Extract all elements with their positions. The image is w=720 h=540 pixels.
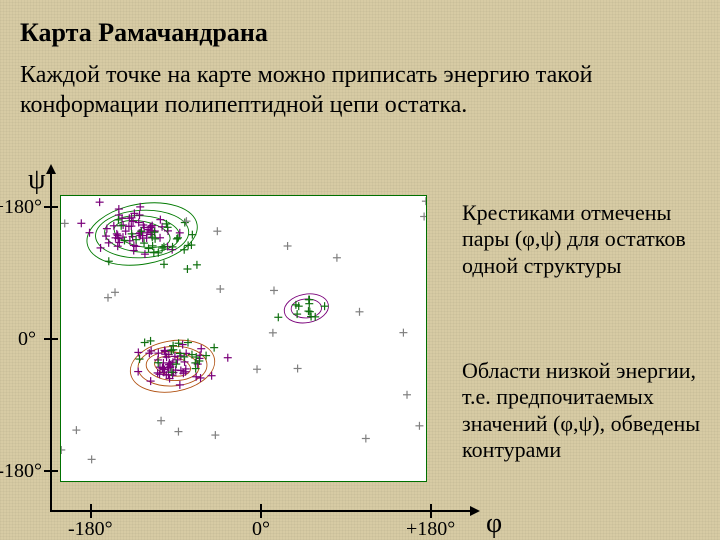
y-tick-label-top: +180° <box>0 196 42 219</box>
y-axis-arrow-icon <box>46 164 56 174</box>
scatter-svg <box>61 196 426 481</box>
y-tick-mid <box>44 338 58 340</box>
x-tick-right <box>430 504 432 518</box>
x-tick-left <box>90 504 92 518</box>
y-tick-top <box>44 206 58 208</box>
y-tick-label-bot: -180° <box>0 460 42 483</box>
y-tick-bot <box>44 470 58 472</box>
y-axis-greek: ψ <box>28 164 46 196</box>
slide-root: Карта Рамачандрана Каждой точке на карте… <box>0 0 720 540</box>
x-tick-label-left: -180° <box>68 518 113 540</box>
ramachandran-plot <box>60 195 427 482</box>
x-tick-label-right: +180° <box>406 518 455 540</box>
x-tick-mid <box>260 504 262 518</box>
right-paragraph-1: Крестиками отмечены пары (φ,ψ) для остат… <box>462 200 705 279</box>
right-paragraph-2: Области низкой энергии, т.е. предпочитае… <box>462 358 705 464</box>
pair-expr-2: (φ,ψ) <box>553 411 600 436</box>
pair-expr-1: (φ,ψ) <box>515 226 562 251</box>
y-tick-label-mid: 0° <box>18 328 36 351</box>
x-axis-greek: φ <box>486 508 502 540</box>
slide-subtitle: Каждой точке на карте можно приписать эн… <box>20 60 700 120</box>
x-tick-label-mid: 0° <box>252 518 270 540</box>
slide-title: Карта Рамачандрана <box>20 18 268 48</box>
y-axis-line <box>50 172 52 512</box>
x-axis-arrow-icon <box>470 506 480 516</box>
